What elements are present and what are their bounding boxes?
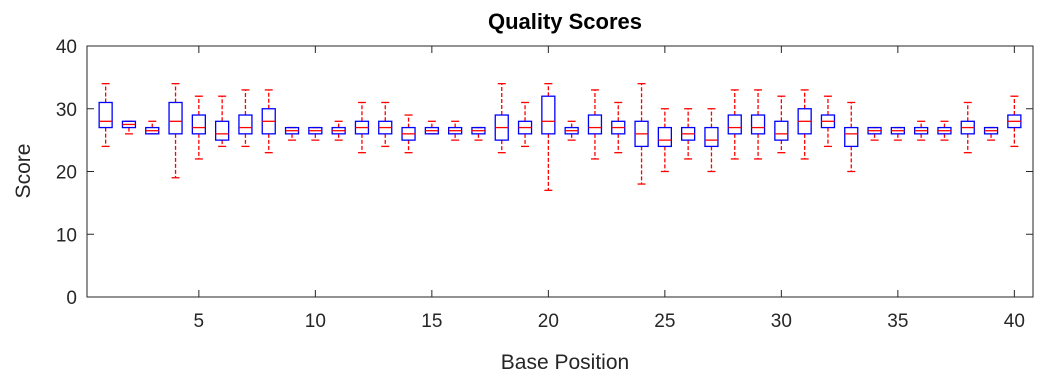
y-tick-label: 30 [56,100,77,121]
y-tick-label: 0 [66,288,77,309]
x-tick-label: 5 [194,311,205,332]
box-iqr [168,101,183,135]
box-14 [401,114,416,154]
box-39 [983,126,999,141]
y-axis-label: Score [12,144,35,199]
chart-title: Quality Scores [488,9,642,34]
box-iqr [704,126,719,148]
box-iqr [541,95,556,135]
y-tick-label: 20 [56,163,77,184]
box-10 [308,126,323,141]
x-tick-label: 10 [305,311,326,332]
box-40 [1007,95,1022,148]
box-30 [774,95,789,154]
x-tick-label: 30 [771,311,792,332]
box-20 [541,83,556,191]
box-8 [261,89,276,154]
box-11 [331,120,346,141]
box-iqr [844,126,859,148]
box-12 [354,101,370,154]
box-series [98,83,1022,191]
box-1 [98,83,113,148]
box-38 [960,101,975,154]
box-18 [494,83,509,154]
x-tick-label: 25 [654,311,675,332]
box-4 [168,83,183,179]
x-axis-label: Base Position [501,351,629,374]
box-iqr [750,114,766,135]
box-iqr [727,114,742,135]
plot-area [86,45,1034,298]
box-13 [378,101,393,148]
box-iqr [657,126,673,148]
box-21 [564,120,579,141]
box-24 [634,83,649,185]
x-tick-label: 40 [1004,311,1025,332]
y-tick-label: 40 [56,37,77,58]
axis-ticks: 5 10 15 20 25 30 35 40 0 10 20 30 40 [56,37,1033,332]
box-7 [238,89,253,148]
box-6 [214,95,230,148]
box-25 [657,108,673,173]
box-17 [471,126,486,141]
box-iqr [587,114,603,135]
y-tick-label: 10 [56,225,77,246]
box-36 [914,120,929,141]
x-tick-label: 15 [421,311,442,332]
box-23 [611,101,626,154]
box-27 [704,108,719,173]
x-tick-label: 35 [887,311,908,332]
box-19 [517,101,533,148]
box-15 [424,120,439,135]
box-32 [820,95,836,148]
box-22 [587,89,603,160]
box-33 [844,101,859,173]
box-2 [121,120,137,135]
x-tick-label: 20 [538,311,559,332]
box-iqr [238,114,253,135]
box-9 [284,126,300,141]
box-3 [145,120,160,135]
box-5 [191,95,206,160]
box-iqr [98,101,113,129]
box-iqr [191,114,206,135]
box-31 [797,89,812,160]
box-28 [727,89,742,160]
box-iqr [214,120,230,141]
box-iqr [774,120,789,141]
box-34 [867,126,882,141]
box-29 [750,89,766,160]
box-35 [890,126,906,141]
box-26 [681,108,696,160]
box-16 [447,120,463,141]
box-37 [937,120,952,141]
